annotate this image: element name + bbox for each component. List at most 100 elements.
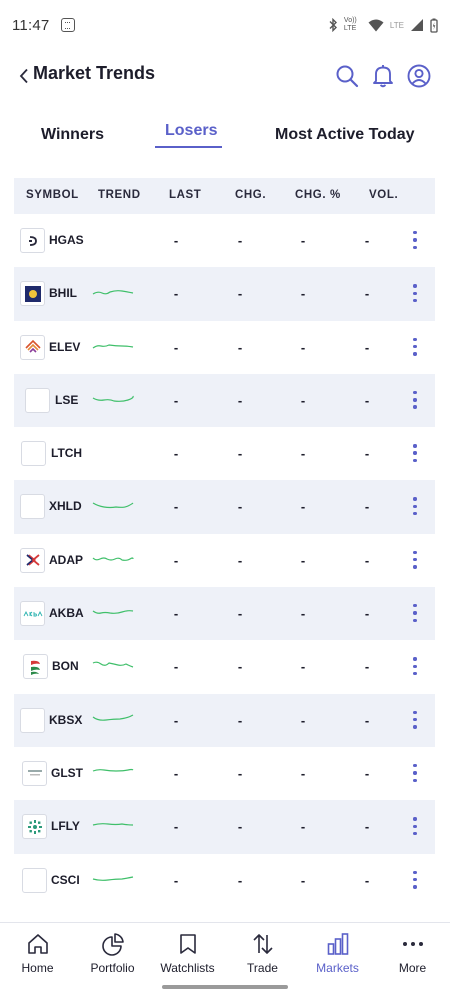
chg-value: - (237, 872, 243, 888)
chg-pct-value: - (300, 392, 306, 408)
nav-portfolio[interactable]: Portfolio (75, 931, 150, 975)
nav-trade[interactable]: Trade (225, 931, 300, 975)
nav-label: Portfolio (90, 961, 135, 975)
lfly-logo-icon (22, 814, 47, 840)
trend-sparkline (92, 661, 134, 668)
vol-value: - (364, 819, 370, 835)
trend-tabs: Winners Losers Most Active Today (0, 108, 450, 158)
row-menu-kebab-icon[interactable] (405, 815, 425, 837)
nav-label: Home (21, 961, 54, 975)
row-menu-kebab-icon[interactable] (405, 762, 425, 784)
vol-value: - (364, 233, 370, 248)
table-row[interactable]: HGAS - - - - (14, 214, 435, 267)
vol-value: - (364, 339, 370, 355)
tab-most-active-today[interactable]: Most Active Today (275, 126, 415, 143)
battery-icon (430, 18, 438, 33)
trend-sparkline (92, 714, 134, 721)
row-menu-kebab-icon[interactable] (405, 389, 425, 411)
status-time: 11:47 (12, 16, 50, 34)
symbol-label: AKBA (49, 606, 84, 621)
chg-pct-value: - (300, 712, 306, 728)
symbol-label: KBSX (49, 712, 83, 727)
row-menu-kebab-icon[interactable] (405, 229, 425, 251)
back-button[interactable] (14, 62, 34, 90)
table-row[interactable]: ADAP - - - - (14, 534, 435, 587)
bluetooth-icon (329, 18, 337, 32)
vol-value: - (364, 552, 370, 568)
trend-sparkline (92, 395, 134, 402)
column-header-symbol[interactable]: SYMBOL (26, 189, 79, 201)
vol-value: - (364, 446, 370, 462)
column-header-trend: TREND (98, 189, 141, 201)
table-row[interactable]: LFLY - - - - (14, 800, 435, 854)
bhil-logo-icon (20, 281, 45, 307)
row-menu-kebab-icon[interactable] (405, 602, 425, 624)
tab-losers[interactable]: Losers (165, 122, 218, 139)
column-header-chg-pct[interactable]: CHG. % (295, 189, 341, 201)
search-button[interactable] (333, 62, 361, 90)
losers-table: HGAS - - - - BHIL - - - - ELEV - - - - L… (14, 214, 435, 907)
notifications-button[interactable] (369, 62, 397, 90)
adap-logo-icon (20, 547, 45, 573)
chg-value: - (237, 339, 243, 355)
kbsx-logo-icon (20, 707, 45, 733)
row-menu-kebab-icon[interactable] (405, 869, 425, 891)
elev-logo-icon (20, 334, 45, 360)
row-menu-kebab-icon[interactable] (405, 549, 425, 571)
column-header-last[interactable]: LAST (169, 189, 202, 201)
chg-value: - (237, 606, 243, 622)
ltch-logo-icon (21, 441, 46, 467)
table-header: SYMBOL TREND LAST CHG. CHG. % VOL. (14, 178, 435, 214)
app-header: Market Trends (0, 50, 450, 102)
row-menu-kebab-icon[interactable] (405, 495, 425, 517)
chg-pct-value: - (300, 233, 306, 248)
nav-home[interactable]: Home (0, 931, 75, 975)
nav-more[interactable]: More (375, 931, 450, 975)
last-value: - (173, 606, 179, 622)
trend-sparkline (92, 290, 134, 295)
vol-value: - (364, 659, 370, 675)
row-menu-kebab-icon[interactable] (405, 442, 425, 464)
nav-label: More (398, 961, 427, 975)
symbol-label: LFLY (51, 819, 80, 834)
xhld-logo-icon (20, 494, 45, 520)
last-value: - (173, 446, 179, 462)
table-row[interactable]: LSE - - - - (14, 373, 435, 428)
table-row[interactable]: XHLD - - - - (14, 480, 435, 534)
vol-value: - (364, 286, 370, 302)
tab-winners[interactable]: Winners (41, 126, 104, 143)
more-dots-icon (400, 931, 426, 957)
nav-markets[interactable]: Markets (300, 931, 375, 975)
column-header-chg[interactable]: CHG. (235, 189, 267, 201)
table-row[interactable]: LTCH - - - - (14, 427, 435, 480)
symbol-label: ELEV (49, 339, 81, 354)
symbol-label: HGAS (49, 233, 84, 247)
table-row[interactable]: GLST - - - - (14, 747, 435, 800)
table-row[interactable]: KBSX - - - - (14, 693, 435, 747)
portfolio-pie-icon (100, 931, 126, 957)
row-menu-kebab-icon[interactable] (405, 709, 425, 731)
row-menu-kebab-icon[interactable] (405, 336, 425, 358)
trend-sparkline (92, 610, 134, 615)
table-row[interactable]: BON - - - - (14, 640, 435, 693)
table-row[interactable]: CSCI - - - - (14, 854, 435, 907)
symbol-label: BHIL (49, 286, 77, 301)
chg-pct-value: - (300, 606, 306, 622)
last-value: - (173, 552, 179, 568)
home-gesture-bar[interactable] (162, 985, 288, 989)
profile-button[interactable] (405, 62, 433, 90)
chg-pct-value: - (300, 552, 306, 568)
table-row[interactable]: ELEV - - - - (14, 321, 435, 374)
vol-value: - (364, 872, 370, 888)
table-row[interactable]: BHIL - - - - (14, 267, 435, 321)
trend-sparkline (92, 557, 134, 561)
symbol-label: CSCI (51, 872, 80, 887)
signal-icon (411, 19, 423, 31)
table-row[interactable]: AKBA - - - - (14, 587, 435, 641)
chg-value: - (237, 659, 243, 675)
nav-watchlists[interactable]: Watchlists (150, 931, 225, 975)
hgas-logo-icon (20, 228, 45, 253)
row-menu-kebab-icon[interactable] (405, 655, 425, 677)
column-header-vol[interactable]: VOL. (369, 189, 399, 201)
row-menu-kebab-icon[interactable] (405, 282, 425, 304)
